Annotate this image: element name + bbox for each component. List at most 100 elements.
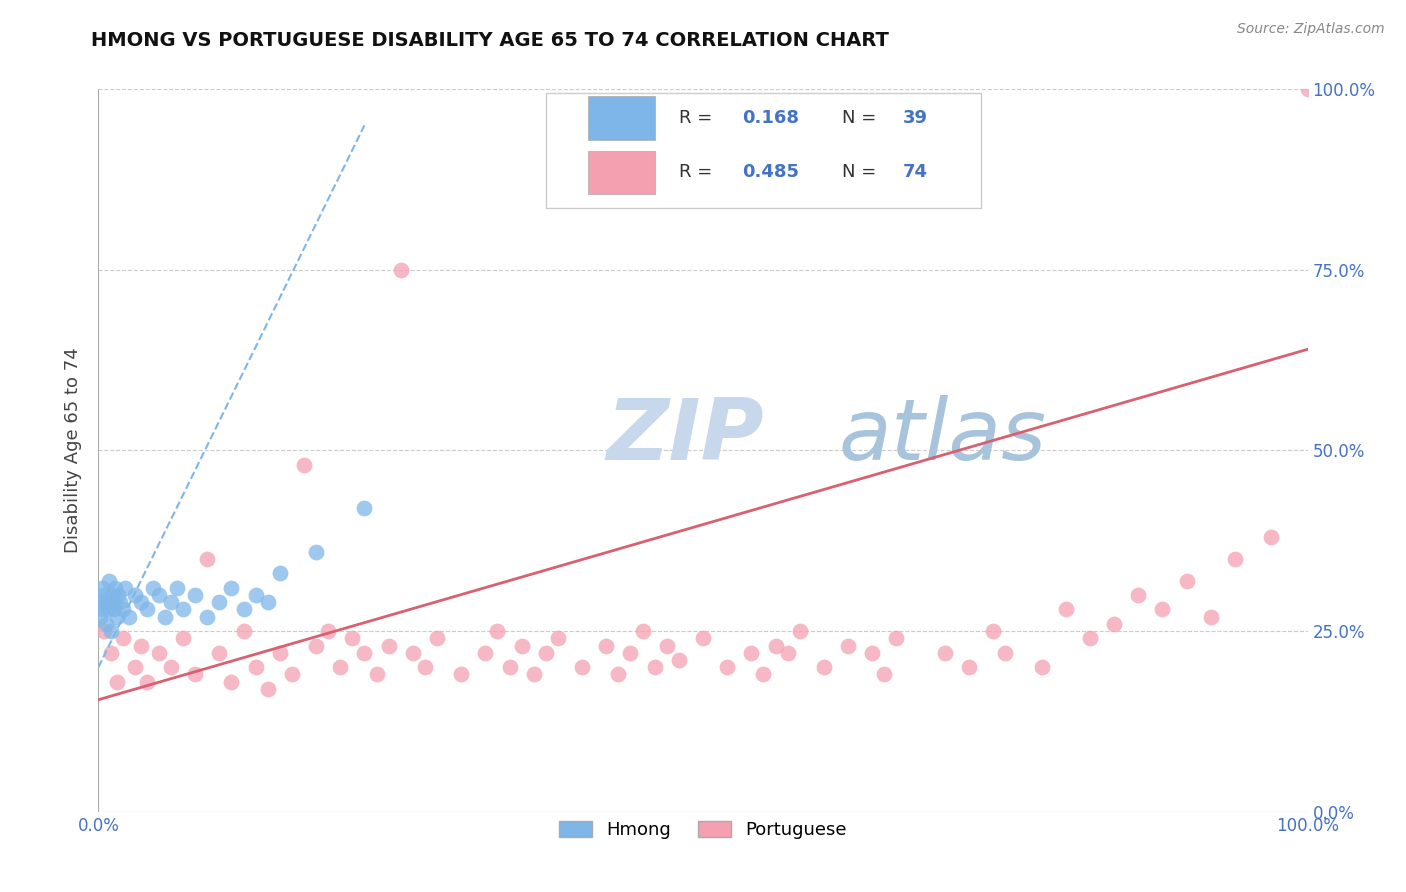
- Point: [1152, 602, 1174, 616]
- Point: [752, 667, 775, 681]
- Point: [172, 632, 194, 646]
- Point: [124, 588, 146, 602]
- Point: [668, 653, 690, 667]
- Point: [498, 660, 520, 674]
- Point: [111, 632, 134, 646]
- Point: [97, 602, 120, 616]
- FancyBboxPatch shape: [546, 93, 981, 209]
- Point: [740, 646, 762, 660]
- Text: ZIP: ZIP: [606, 394, 763, 477]
- Point: [135, 602, 157, 616]
- Point: [486, 624, 509, 639]
- Point: [450, 667, 472, 681]
- Point: [619, 646, 641, 660]
- Point: [353, 501, 375, 516]
- Text: R =: R =: [679, 163, 718, 181]
- Point: [523, 667, 546, 681]
- Point: [160, 595, 183, 609]
- Point: [1296, 82, 1319, 96]
- Point: [107, 588, 129, 602]
- Text: N =: N =: [842, 109, 882, 127]
- Point: [108, 595, 131, 609]
- Point: [1031, 660, 1053, 674]
- Point: [232, 602, 254, 616]
- Point: [129, 595, 152, 609]
- Y-axis label: Disability Age 65 to 74: Disability Age 65 to 74: [65, 348, 83, 553]
- Point: [1199, 609, 1222, 624]
- Point: [1054, 602, 1077, 616]
- Point: [101, 595, 124, 609]
- Point: [389, 262, 412, 277]
- Point: [789, 624, 811, 639]
- Text: atlas: atlas: [838, 394, 1046, 477]
- Point: [607, 667, 630, 681]
- Point: [148, 588, 170, 602]
- Point: [571, 660, 593, 674]
- Point: [981, 624, 1004, 639]
- Point: [329, 660, 352, 674]
- Point: [281, 667, 304, 681]
- Point: [1223, 551, 1246, 566]
- Point: [245, 660, 267, 674]
- Point: [342, 632, 364, 646]
- Point: [595, 639, 617, 653]
- FancyBboxPatch shape: [588, 151, 655, 194]
- Point: [934, 646, 956, 660]
- Point: [100, 588, 122, 602]
- Point: [111, 602, 134, 616]
- Text: 74: 74: [903, 163, 928, 181]
- Point: [195, 609, 218, 624]
- Point: [91, 602, 114, 616]
- Text: R =: R =: [679, 109, 718, 127]
- Point: [1078, 632, 1101, 646]
- Point: [377, 639, 399, 653]
- Point: [100, 624, 122, 639]
- Point: [129, 639, 152, 653]
- Point: [118, 609, 141, 624]
- Point: [873, 667, 896, 681]
- Text: N =: N =: [842, 163, 882, 181]
- Point: [692, 632, 714, 646]
- Point: [114, 581, 136, 595]
- Point: [98, 574, 121, 588]
- Point: [103, 602, 125, 616]
- Point: [655, 639, 678, 653]
- Point: [837, 639, 859, 653]
- Point: [426, 632, 449, 646]
- Point: [100, 646, 122, 660]
- Point: [474, 646, 496, 660]
- Point: [166, 581, 188, 595]
- Point: [245, 588, 267, 602]
- Text: 0.168: 0.168: [742, 109, 799, 127]
- Point: [1260, 530, 1282, 544]
- Point: [221, 674, 243, 689]
- Point: [172, 602, 194, 616]
- Point: [124, 660, 146, 674]
- Point: [148, 646, 170, 660]
- Point: [534, 646, 557, 660]
- Point: [1128, 588, 1150, 602]
- Point: [96, 595, 118, 609]
- Point: [631, 624, 654, 639]
- Point: [184, 667, 207, 681]
- Point: [994, 646, 1017, 660]
- Point: [305, 639, 328, 653]
- Point: [316, 624, 339, 639]
- Point: [269, 646, 291, 660]
- Point: [1175, 574, 1198, 588]
- Point: [1102, 616, 1125, 631]
- Point: [89, 609, 111, 624]
- Point: [765, 639, 787, 653]
- Point: [292, 458, 315, 472]
- Point: [305, 544, 328, 558]
- Point: [957, 660, 980, 674]
- Point: [644, 660, 666, 674]
- Point: [860, 646, 883, 660]
- Text: 0.485: 0.485: [742, 163, 799, 181]
- Point: [366, 667, 388, 681]
- Point: [353, 646, 375, 660]
- Point: [208, 595, 231, 609]
- Point: [105, 609, 128, 624]
- Point: [184, 588, 207, 602]
- Point: [256, 595, 278, 609]
